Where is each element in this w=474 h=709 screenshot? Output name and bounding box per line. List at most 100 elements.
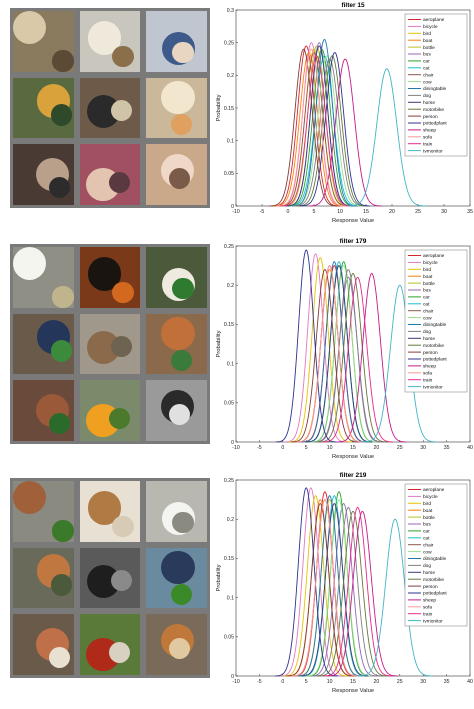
- legend-label: train: [423, 377, 433, 383]
- legend-label: pottedplant: [423, 591, 447, 597]
- series-line-motorbike: [318, 272, 388, 443]
- legend-label: bicycle: [423, 494, 438, 500]
- photo-tile: [146, 77, 207, 139]
- legend-label: horse: [423, 570, 435, 576]
- x-tick-label: 40: [467, 445, 473, 451]
- series-line-horse: [285, 45, 354, 207]
- legend-label: dog: [423, 329, 431, 335]
- series-line-pottedplant: [275, 249, 337, 443]
- legend-label: bottle: [423, 281, 435, 287]
- x-axis-label: Response Value: [332, 688, 374, 694]
- legend-box: [404, 249, 468, 393]
- legend-label: motorbike: [423, 343, 444, 349]
- photo-tile: [79, 547, 141, 609]
- series-line-bicycle: [278, 42, 345, 207]
- x-tick-label: 25: [397, 445, 403, 451]
- series-line-bus: [312, 276, 384, 443]
- series-line-cow: [310, 265, 377, 443]
- series-line-train: [280, 55, 353, 207]
- series-line-diningtable: [291, 38, 357, 207]
- legend-label: cat: [423, 302, 430, 308]
- legend-label: dog: [423, 563, 431, 569]
- y-axis-label: Probability: [216, 330, 222, 357]
- series-line-person: [286, 502, 355, 677]
- chart-filter-15: filter 15 -10 -5 0 5 10 15 20 25 30 35 0 0.05 0.1 0.15…: [216, 2, 473, 224]
- chart-title: filter 219: [340, 472, 367, 479]
- series-line-aeroplane: [272, 45, 341, 207]
- photo-tile: [13, 77, 74, 139]
- legend-label: train: [423, 611, 433, 617]
- y-tick-label: 0.3: [227, 8, 234, 14]
- y-axis-label: Probability: [216, 564, 222, 591]
- legend-label: car: [423, 529, 430, 535]
- series-line-dog: [313, 506, 384, 677]
- photo-tile: [146, 247, 207, 308]
- legend-label: sofa: [423, 371, 432, 377]
- series-line-bus: [309, 502, 378, 677]
- legend-label: cat: [423, 536, 430, 542]
- x-tick-label: 10: [337, 209, 343, 215]
- series-line-dog: [314, 268, 383, 443]
- series-line-dog: [292, 58, 367, 207]
- series-line-motorbike: [317, 510, 389, 677]
- chart-filter-219: filter 219 -10 -5 0 5 10 15 20 25 30 35 40 0 0.05 0.1 0…: [216, 472, 473, 694]
- series-line-horse: [300, 502, 369, 677]
- series-line-sofa: [296, 265, 363, 443]
- legend-label: aeroplane: [423, 253, 445, 259]
- x-tick-label: 5: [313, 209, 316, 215]
- photo-tile: [79, 481, 141, 542]
- legend-label: diningtable: [423, 556, 447, 562]
- x-tick-label: 35: [444, 679, 450, 685]
- x-axis-label: Response Value: [332, 218, 374, 224]
- legend-label: dog: [423, 93, 431, 99]
- mosaic-filter-15: [10, 8, 210, 208]
- series-line-pottedplant: [299, 51, 371, 207]
- x-tick-label: 35: [467, 209, 473, 215]
- photo-tile: [13, 614, 74, 675]
- x-tick-label: -5: [257, 445, 262, 451]
- photo-tile: [13, 144, 74, 205]
- legend-box: [404, 483, 468, 627]
- legend-label: bus: [423, 52, 431, 58]
- legend-label: chair: [423, 72, 434, 78]
- legend-label: bicycle: [423, 24, 438, 30]
- series-line-cat: [288, 55, 361, 207]
- y-tick-label: 0.25: [224, 244, 234, 250]
- series-line-sofa: [291, 499, 359, 677]
- legend-label: sheep: [423, 364, 436, 370]
- legend-label: bottle: [423, 45, 435, 51]
- photo-tile: [146, 614, 207, 675]
- legend-label: chair: [423, 542, 434, 548]
- y-tick-label: 0.1: [227, 138, 234, 144]
- y-tick-label: 0: [231, 440, 234, 446]
- legend: aeroplanebicyclebirdboatbottlebuscarcatc…: [404, 249, 468, 393]
- x-tick-label: 0: [287, 209, 290, 215]
- y-tick-label: 0.2: [227, 283, 234, 289]
- photo-tile: [79, 313, 141, 375]
- legend-label: motorbike: [423, 107, 444, 113]
- legend-label: person: [423, 114, 438, 120]
- photo-tile: [13, 380, 74, 441]
- legend-label: bottle: [423, 515, 435, 521]
- series-line-diningtable: [297, 495, 363, 677]
- y-tick-label: 0: [231, 674, 234, 680]
- x-tick-label: 15: [350, 445, 356, 451]
- y-tick-label: 0.15: [224, 106, 234, 112]
- legend-label: cow: [423, 316, 432, 321]
- legend-label: boat: [423, 274, 433, 280]
- series-line-bottle: [282, 45, 351, 207]
- x-tick-label: 25: [415, 209, 421, 215]
- photo-tile: [13, 11, 74, 72]
- legend-label: tvmonitor: [423, 618, 443, 624]
- series-line-motorbike: [296, 55, 369, 207]
- series-line-cow: [305, 499, 373, 677]
- y-tick-label: 0.1: [227, 361, 234, 367]
- y-tick-label: 0.15: [224, 322, 234, 328]
- legend: aeroplanebicyclebirdboatbottlebuscarcatc…: [404, 483, 468, 627]
- series-line-sofa: [276, 48, 346, 207]
- series-line-bicycle: [279, 487, 343, 677]
- series-line-car: [307, 491, 371, 677]
- series-group: [269, 38, 427, 207]
- legend-label: aeroplane: [423, 487, 445, 493]
- x-tick-label: 20: [374, 445, 380, 451]
